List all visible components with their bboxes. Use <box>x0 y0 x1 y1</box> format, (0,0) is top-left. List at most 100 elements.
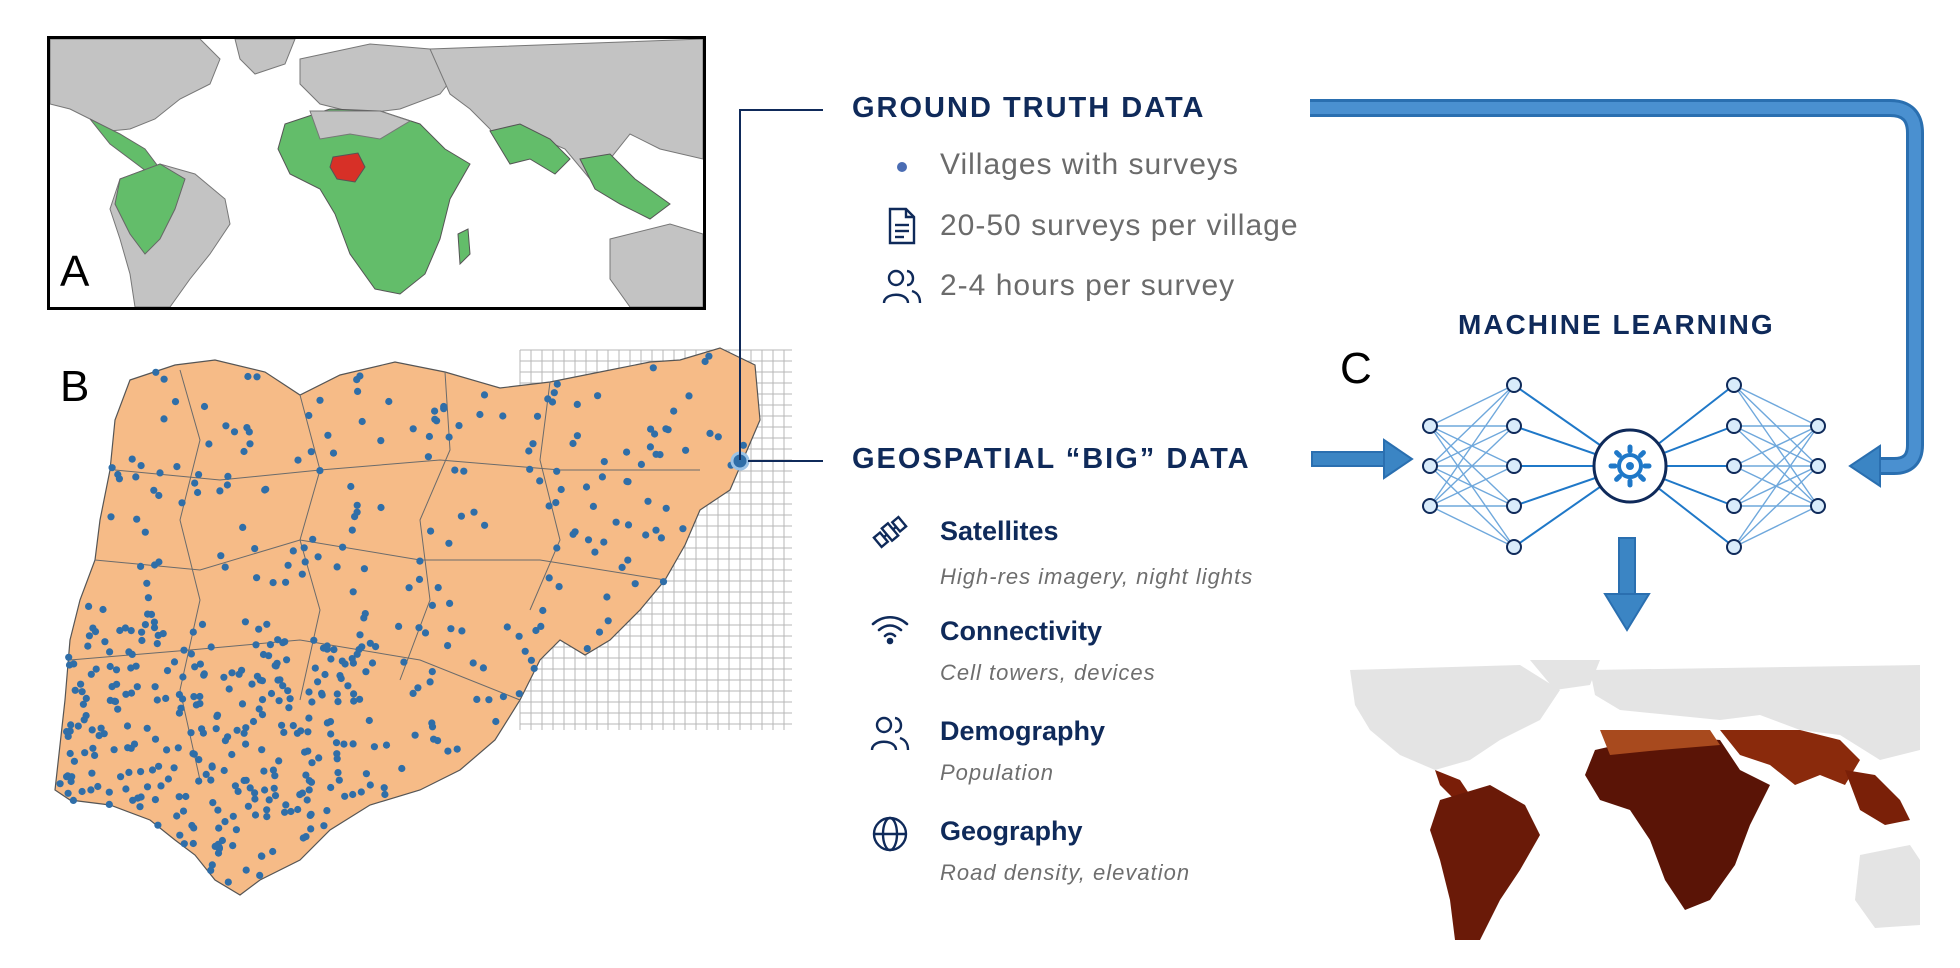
village-dot <box>370 743 378 751</box>
village-dot <box>141 621 149 629</box>
village-dot <box>503 623 511 631</box>
village-dot <box>214 840 222 849</box>
village-dot <box>196 692 204 701</box>
village-dot <box>67 721 75 729</box>
village-dot <box>66 727 74 735</box>
village-dot <box>662 425 670 433</box>
village-dot <box>91 628 100 636</box>
village-dot <box>266 641 274 649</box>
village-dot <box>705 352 713 360</box>
village-dot <box>600 458 608 466</box>
village-dot <box>220 766 228 775</box>
geospatial-item-name: Demography <box>940 716 1106 746</box>
village-dot <box>95 732 103 740</box>
village-dot <box>124 744 132 752</box>
panel-b-label: B <box>60 362 90 411</box>
village-dot <box>569 439 577 448</box>
network-node <box>1506 498 1522 514</box>
village-dot <box>314 678 322 686</box>
survey-village-dots <box>56 352 748 886</box>
village-dot <box>382 741 391 749</box>
village-dot <box>366 639 374 647</box>
grid-overlay <box>519 349 792 730</box>
village-dot <box>56 780 64 788</box>
document-icon <box>886 207 918 250</box>
village-dot <box>85 602 93 611</box>
village-dot <box>241 618 249 626</box>
village-dot <box>659 578 668 586</box>
village-dot <box>304 728 312 736</box>
satellite-icon <box>868 510 912 559</box>
village-dot <box>255 625 263 633</box>
village-dot <box>271 792 280 800</box>
village-dot <box>473 695 481 704</box>
village-dot <box>128 455 136 463</box>
village-dot <box>649 364 657 372</box>
village-dot <box>87 670 95 678</box>
village-dot <box>122 785 130 793</box>
village-dot <box>360 614 368 622</box>
village-dot <box>321 670 329 679</box>
village-dot <box>191 479 199 487</box>
village-dot <box>545 574 553 582</box>
village-dot <box>308 759 316 767</box>
village-dot <box>176 831 184 839</box>
village-dot <box>89 744 97 752</box>
village-dot <box>358 643 366 651</box>
village-dot <box>179 695 187 703</box>
village-dot <box>233 726 241 734</box>
village-dot <box>68 773 76 781</box>
village-dot <box>600 538 608 546</box>
village-dot <box>214 849 223 857</box>
village-dot <box>366 781 374 789</box>
village-dot <box>301 558 309 566</box>
village-dot <box>282 578 290 586</box>
village-dot <box>304 747 312 755</box>
village-dot <box>173 812 181 820</box>
village-dot <box>349 740 357 748</box>
village-dot <box>395 622 403 631</box>
geospatial-arrow-shaft <box>1311 451 1387 467</box>
village-dot <box>318 689 326 698</box>
village-dot <box>143 783 152 791</box>
village-dot <box>433 417 441 425</box>
network-hub <box>1592 428 1668 504</box>
village-dot <box>685 392 693 400</box>
village-dot <box>284 561 292 569</box>
village-dot <box>251 789 259 797</box>
village-dot <box>275 757 283 765</box>
village-dot <box>532 626 540 635</box>
village-dot <box>297 727 305 735</box>
village-dot <box>238 700 247 708</box>
village-dot <box>269 847 277 856</box>
village-dot <box>80 716 88 724</box>
village-dot <box>327 730 335 738</box>
village-dot <box>414 684 422 692</box>
village-dot <box>302 771 310 779</box>
village-dot <box>160 375 168 383</box>
village-dot <box>368 659 377 667</box>
village-dot <box>106 648 114 656</box>
village-dot <box>180 646 188 654</box>
village-dot <box>253 373 261 381</box>
village-dot <box>242 740 250 748</box>
output-world-map <box>1350 660 1920 940</box>
village-dot <box>192 701 200 709</box>
village-dot <box>261 486 269 494</box>
village-dot <box>144 610 152 618</box>
village-dot <box>307 825 315 833</box>
village-dot <box>190 750 198 758</box>
down-arrow-shaft <box>1618 537 1636 597</box>
village-dot <box>223 481 231 489</box>
village-dot <box>110 697 119 705</box>
village-dot <box>222 422 230 430</box>
village-dot <box>557 485 565 494</box>
village-dot <box>101 638 109 646</box>
village-dot <box>114 705 122 713</box>
village-dot <box>180 840 188 848</box>
village-dot <box>293 729 301 737</box>
village-dot <box>205 440 213 448</box>
village-dot <box>305 777 313 785</box>
village-dot <box>256 676 264 684</box>
village-dot <box>447 625 455 633</box>
